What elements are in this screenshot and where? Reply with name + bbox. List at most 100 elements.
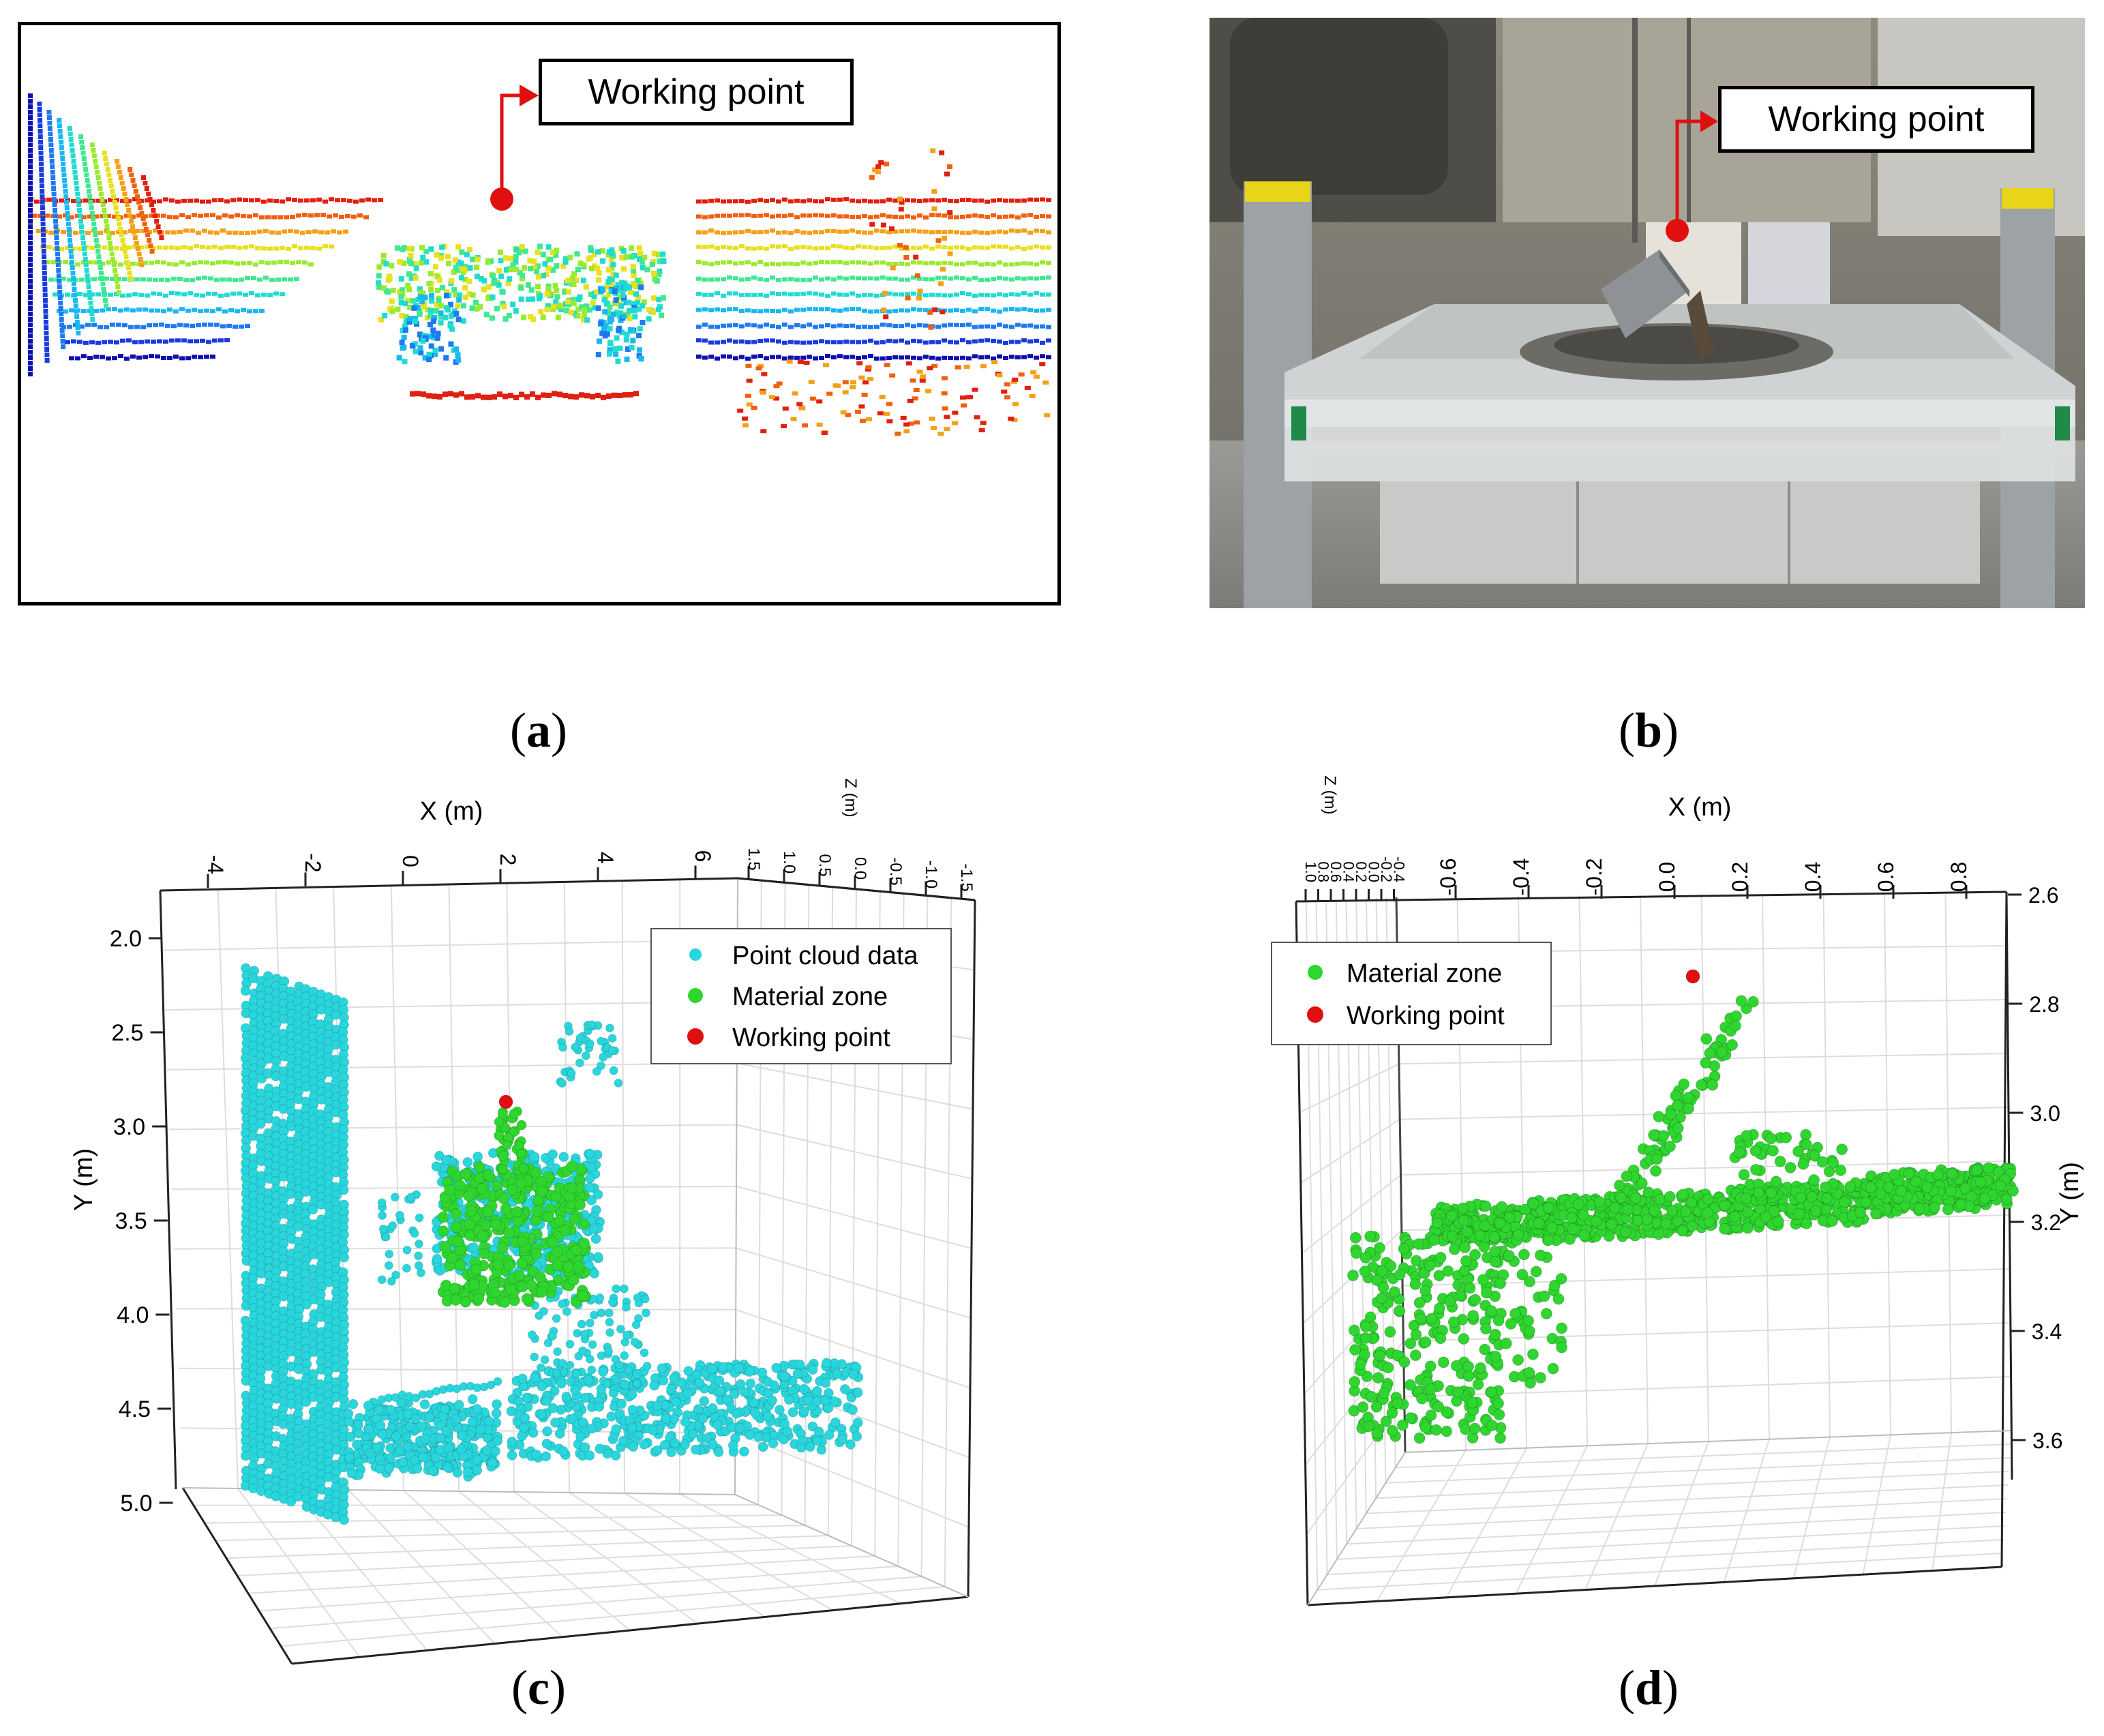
cloud-point	[820, 1395, 830, 1406]
cloud-point	[954, 275, 959, 280]
cloud-point	[28, 273, 33, 278]
cloud-point	[1015, 323, 1021, 327]
cloud-point	[39, 167, 44, 172]
cloud-point	[403, 319, 409, 325]
cloud-point	[614, 1078, 623, 1088]
cloud-point	[545, 286, 552, 292]
material-point	[567, 1274, 580, 1286]
cloud-point	[914, 420, 920, 425]
cloud-point	[132, 183, 137, 188]
cloud-point	[749, 1407, 760, 1418]
cloud-point	[59, 312, 64, 316]
cloud-point	[171, 230, 177, 235]
cloud-point	[212, 291, 217, 296]
cloud-point	[275, 230, 281, 235]
cloud-point	[788, 246, 794, 251]
cloud-point	[948, 293, 953, 298]
cloud-point	[978, 245, 984, 250]
cloud-point	[126, 338, 132, 343]
cloud-point	[715, 325, 720, 329]
cloud-point	[757, 246, 763, 251]
cloud-point	[843, 245, 849, 250]
cloud-point	[1034, 214, 1039, 219]
cloud-point	[435, 274, 441, 280]
cloud-point	[390, 1193, 400, 1202]
cloud-point	[528, 266, 534, 272]
cloud-point	[529, 1152, 540, 1163]
cloud-point	[102, 208, 107, 213]
cloud-point	[339, 1514, 350, 1525]
cloud-point	[737, 408, 744, 413]
cloud-point	[886, 309, 892, 314]
cloud-point	[190, 323, 195, 328]
material-point	[498, 1164, 509, 1175]
chart-c: -4 -2 0 2 4 62.02.53.03.54.04.55.01.5 1.0 0.5 0.…	[70, 778, 976, 1665]
cloud-point	[50, 260, 56, 265]
cloud-point	[1009, 214, 1015, 219]
cloud-point	[204, 308, 209, 313]
cloud-point	[108, 293, 113, 297]
material-point	[503, 1227, 515, 1239]
cloud-point	[587, 1365, 597, 1375]
cloud-point	[794, 340, 800, 345]
cloud-point	[28, 104, 33, 109]
cloud-point	[776, 309, 781, 314]
cloud-point	[48, 278, 54, 282]
cloud-point	[713, 1447, 724, 1458]
cloud-point	[905, 229, 910, 234]
cloud-point	[613, 351, 619, 357]
material-point	[489, 1286, 501, 1298]
cloud-point	[650, 270, 657, 276]
cloud-point	[423, 248, 430, 254]
cloud-point	[42, 254, 47, 259]
cloud-point	[140, 216, 146, 221]
material-point	[562, 1261, 575, 1273]
cloud-point	[415, 1213, 424, 1223]
cloud-point	[136, 200, 142, 205]
cloud-point	[490, 315, 496, 321]
cloud-point	[929, 417, 935, 421]
cloud-point	[38, 213, 44, 218]
cloud-point	[1004, 395, 1010, 400]
cloud-point	[564, 308, 570, 314]
cloud-point	[298, 198, 303, 203]
cloud-point	[130, 214, 136, 219]
cloud-point	[93, 355, 99, 359]
cloud-point	[923, 293, 929, 298]
cloud-point	[612, 1284, 621, 1293]
cloud-point	[428, 343, 434, 349]
cloud-point	[911, 198, 916, 203]
cloud-point	[190, 228, 195, 233]
cloud-point	[142, 181, 148, 185]
cloud-point	[28, 268, 33, 273]
cloud-point	[389, 298, 395, 304]
cloud-point	[59, 145, 64, 150]
cloud-point	[415, 305, 421, 311]
cloud-point	[595, 392, 601, 398]
cloud-point	[44, 260, 50, 265]
cloud-point	[56, 268, 61, 273]
cloud-point	[97, 181, 102, 185]
cloud-point	[800, 245, 806, 250]
cloud-point	[107, 241, 112, 245]
cloud-point	[492, 1435, 502, 1446]
cloud-point	[558, 1152, 569, 1163]
cloud-point	[65, 211, 70, 215]
cloud-point	[650, 309, 656, 315]
cloud-point	[93, 238, 99, 243]
cloud-point	[316, 246, 322, 251]
cloud-point	[599, 330, 605, 336]
cloud-point	[530, 391, 535, 397]
cloud-point	[905, 361, 912, 365]
cloud-point	[531, 1449, 542, 1460]
cloud-point	[600, 258, 606, 264]
cloud-point	[89, 292, 95, 297]
cloud-point	[220, 277, 226, 282]
cloud-point	[508, 393, 513, 399]
cloud-point	[825, 307, 830, 312]
cloud-point	[497, 391, 502, 398]
cloud-point	[483, 312, 490, 318]
cloud-point	[286, 197, 291, 202]
cloud-point	[417, 286, 423, 292]
cloud-point	[948, 276, 953, 281]
